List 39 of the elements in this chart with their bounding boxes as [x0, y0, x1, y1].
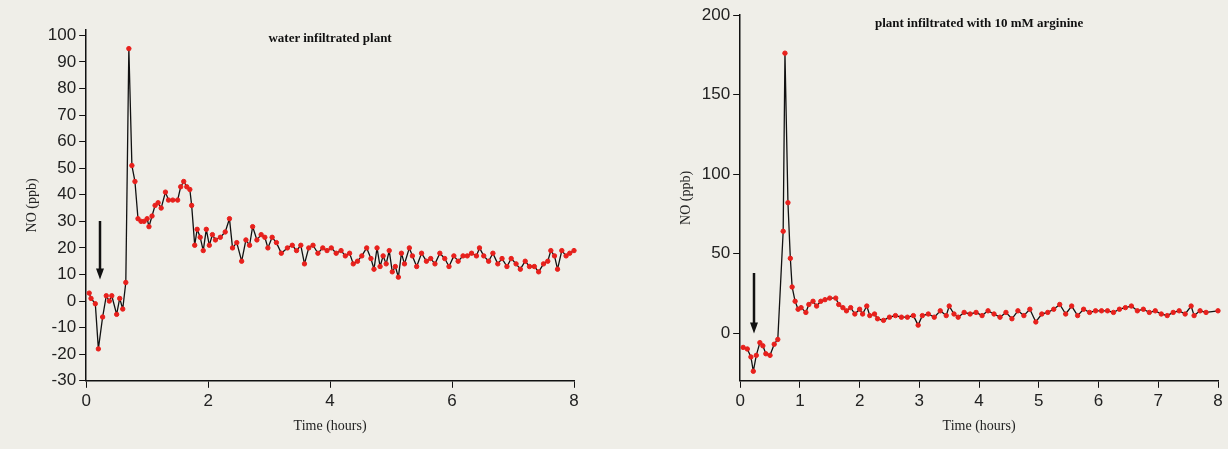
y-tick-label: -30 [51, 370, 77, 390]
y-tick-label: 80 [57, 78, 77, 98]
x-tick-label: 6 [447, 390, 457, 410]
y-tick-label: 50 [711, 243, 731, 263]
chart-title: water infiltrated plant [268, 29, 393, 45]
x-tick-label: 8 [1213, 390, 1223, 410]
y-tick-label: 200 [701, 4, 731, 24]
y-tick-label: 100 [47, 25, 77, 44]
y-tick-label: 0 [720, 322, 731, 342]
y-tick-label: 90 [57, 51, 77, 71]
y-tick-label: 40 [57, 184, 77, 204]
x-tick-label: 2 [203, 390, 213, 410]
y-tick-label: 70 [57, 104, 77, 124]
x-axis-title: Time (hours) [293, 418, 367, 435]
y-tick-label: 20 [57, 237, 77, 257]
y-tick-label: -20 [51, 343, 77, 363]
y-tick-label: 50 [57, 157, 77, 177]
x-tick-label: 8 [569, 390, 579, 410]
y-tick-label: 10 [57, 264, 77, 284]
x-tick-label: 1 [795, 390, 805, 410]
x-tick-label: 4 [974, 390, 984, 410]
x-tick-label: 0 [81, 390, 91, 410]
x-tick-label: 6 [1093, 390, 1104, 410]
x-tick-label: 2 [854, 390, 865, 410]
x-tick-label: 5 [1034, 390, 1044, 410]
y-tick-label: 30 [57, 211, 77, 231]
y-axis-title: NO (ppb) [678, 170, 695, 225]
x-tick-label: 0 [735, 390, 745, 410]
x-axis-title: Time (hours) [942, 418, 1016, 435]
x-tick-label: 7 [1153, 390, 1163, 410]
x-tick-label: 3 [914, 390, 925, 410]
x-tick-label: 4 [325, 390, 335, 410]
y-tick-label: 0 [66, 290, 77, 310]
y-tick-label: 100 [701, 163, 731, 183]
y-tick-label: 150 [701, 84, 731, 104]
chart-title: plant infiltrated with 10 mM arginine [874, 14, 1084, 30]
y-tick-label: 60 [57, 131, 77, 151]
y-axis-title: NO (ppb) [24, 178, 41, 233]
y-tick-label: -10 [51, 317, 77, 337]
